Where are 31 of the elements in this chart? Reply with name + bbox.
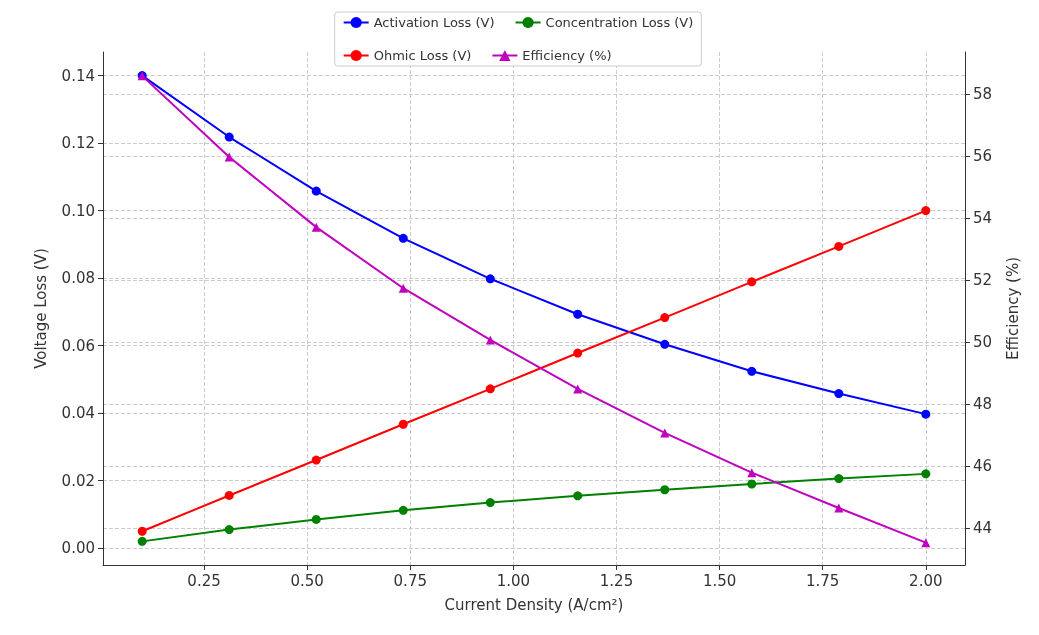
y2-tick-label: 50 <box>973 332 993 351</box>
x-tick-label: 0.25 <box>187 571 221 590</box>
y-tick-label: 0.00 <box>61 539 95 558</box>
x-tick-label: 1.25 <box>599 571 634 590</box>
y-tick-label: 0.02 <box>61 471 95 490</box>
y2-tick-label: 52 <box>973 270 993 289</box>
legend-label: Efficiency (%) <box>522 48 612 63</box>
x-tick-label: 1.75 <box>806 571 840 590</box>
y2-tick-label: 48 <box>973 394 993 413</box>
x-axis-title: Current Density (A/cm²) <box>444 595 624 614</box>
legend-label: Ohmic Loss (V) <box>373 48 472 63</box>
y2-tick-label: 58 <box>973 84 993 103</box>
legend-label: Activation Loss (V) <box>373 15 495 30</box>
x-tick-label: 2.00 <box>909 571 943 590</box>
y-tick-label: 0.06 <box>61 336 95 355</box>
y2-axis-title: Efficiency (%) <box>1003 257 1022 360</box>
y2-tick-label: 46 <box>973 456 993 475</box>
y-tick-label: 0.12 <box>61 134 95 153</box>
y-axis-title: Voltage Loss (V) <box>31 248 50 369</box>
y2-tick-label: 44 <box>973 518 993 537</box>
y-tick-label: 0.04 <box>61 404 95 423</box>
x-tick-label: 0.75 <box>393 571 427 590</box>
y-tick-label: 0.14 <box>61 66 95 85</box>
y2-tick-label: 56 <box>973 146 993 165</box>
y2-tick-label: 54 <box>973 208 993 227</box>
y-tick-label: 0.08 <box>61 269 95 288</box>
x-tick-label: 0.50 <box>290 571 324 590</box>
x-tick-label: 1.00 <box>496 571 531 590</box>
legend-label: Concentration Loss (V) <box>545 15 694 30</box>
x-tick-label: 1.50 <box>702 571 737 590</box>
y-tick-label: 0.10 <box>61 201 95 220</box>
